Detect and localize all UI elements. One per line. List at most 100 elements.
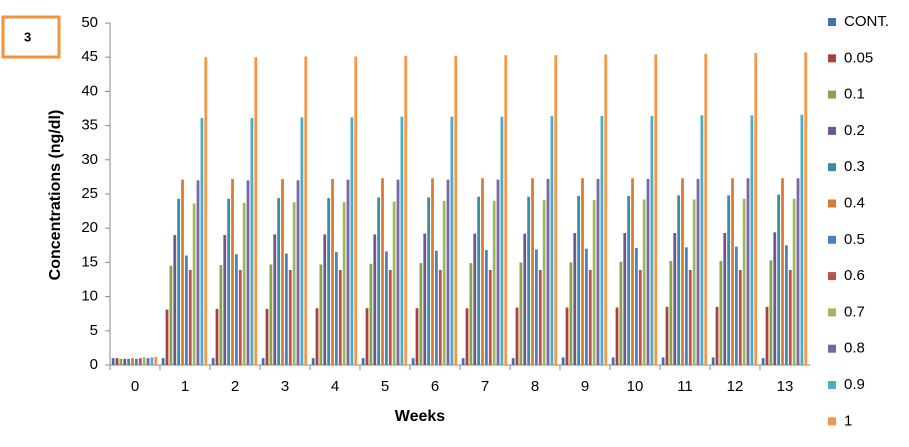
bar — [185, 255, 188, 365]
bar — [315, 308, 319, 365]
x-tick-label: 7 — [481, 378, 489, 395]
bar — [685, 247, 688, 365]
bar — [735, 246, 738, 365]
bar — [581, 178, 584, 365]
bar — [469, 263, 473, 365]
legend-label: 0.1 — [844, 86, 865, 103]
legend-label: 0.9 — [844, 376, 865, 393]
bar — [342, 202, 346, 365]
legend-swatch — [828, 199, 836, 208]
bar — [800, 114, 804, 365]
y-tick-label: 25 — [81, 185, 98, 202]
legend-label: 0.05 — [844, 49, 873, 66]
bar — [427, 197, 431, 365]
bar — [396, 179, 400, 365]
bar — [673, 232, 677, 365]
x-tick-label: 6 — [431, 378, 439, 395]
bar — [338, 269, 342, 365]
bar — [404, 55, 408, 365]
bar — [235, 254, 238, 365]
x-tick-label: 13 — [777, 378, 794, 395]
bar — [454, 55, 458, 365]
bar — [273, 234, 277, 365]
bar — [415, 308, 419, 365]
y-tick-label: 35 — [81, 117, 98, 134]
x-tick-label: 9 — [581, 378, 589, 395]
bar — [650, 116, 654, 365]
bar — [385, 251, 388, 365]
bar — [642, 199, 646, 365]
bar — [296, 180, 300, 365]
bar — [777, 194, 781, 365]
bar — [450, 116, 454, 365]
bar — [335, 252, 338, 365]
bar — [538, 269, 542, 365]
bar — [423, 233, 427, 365]
bar — [527, 196, 531, 365]
y-tick-label: 45 — [81, 48, 98, 65]
bar — [254, 57, 258, 365]
x-axis-label: Weeks — [395, 408, 446, 425]
bar — [746, 178, 750, 365]
y-tick-label: 50 — [81, 14, 98, 31]
bar — [511, 358, 515, 365]
bar — [519, 262, 523, 365]
bar — [231, 178, 234, 365]
annotation-box — [1, 15, 61, 59]
bar — [115, 358, 119, 365]
bar — [369, 263, 373, 365]
bar — [492, 200, 496, 365]
bar — [288, 269, 292, 365]
bar — [635, 248, 638, 365]
bar — [438, 269, 442, 365]
y-tick-label: 15 — [81, 253, 98, 270]
bar — [431, 178, 434, 365]
x-tick-label: 1 — [181, 378, 189, 395]
bar — [592, 200, 596, 365]
legend-swatch — [828, 235, 836, 244]
bar — [311, 358, 315, 365]
bar — [154, 356, 158, 365]
x-tick-label: 12 — [727, 378, 744, 395]
y-tick-label: 0 — [90, 356, 98, 373]
bar — [638, 269, 642, 365]
annotation: 3 — [24, 29, 31, 44]
bar — [677, 195, 681, 365]
legend-label: 0.4 — [844, 194, 865, 211]
bar — [169, 265, 173, 365]
bar — [611, 357, 615, 365]
bar — [681, 178, 684, 365]
bar — [504, 55, 508, 365]
bar — [561, 357, 565, 365]
bar — [604, 54, 608, 366]
bar — [488, 269, 492, 365]
bar — [200, 118, 204, 366]
bar — [588, 269, 592, 365]
x-tick-label: 2 — [231, 378, 239, 395]
legend-label: 0.5 — [844, 231, 865, 248]
bar — [392, 201, 396, 365]
bar — [173, 235, 177, 365]
bar — [485, 250, 488, 365]
legend-swatch — [828, 308, 836, 317]
bar — [165, 309, 169, 365]
bar — [696, 178, 700, 365]
bar — [742, 198, 746, 365]
bar — [546, 178, 550, 365]
legend-swatch — [828, 272, 836, 281]
y-tick-label: 20 — [81, 219, 98, 236]
bar — [304, 56, 308, 366]
bar — [377, 197, 381, 365]
bar — [461, 358, 465, 365]
bar — [281, 178, 284, 365]
bar — [300, 117, 304, 365]
bar — [531, 178, 534, 365]
bar — [446, 179, 450, 365]
bar — [754, 53, 758, 365]
bar — [773, 232, 777, 365]
bar — [692, 199, 696, 365]
bar — [277, 198, 281, 365]
y-tick-label: 10 — [81, 288, 98, 305]
bar — [623, 232, 627, 365]
